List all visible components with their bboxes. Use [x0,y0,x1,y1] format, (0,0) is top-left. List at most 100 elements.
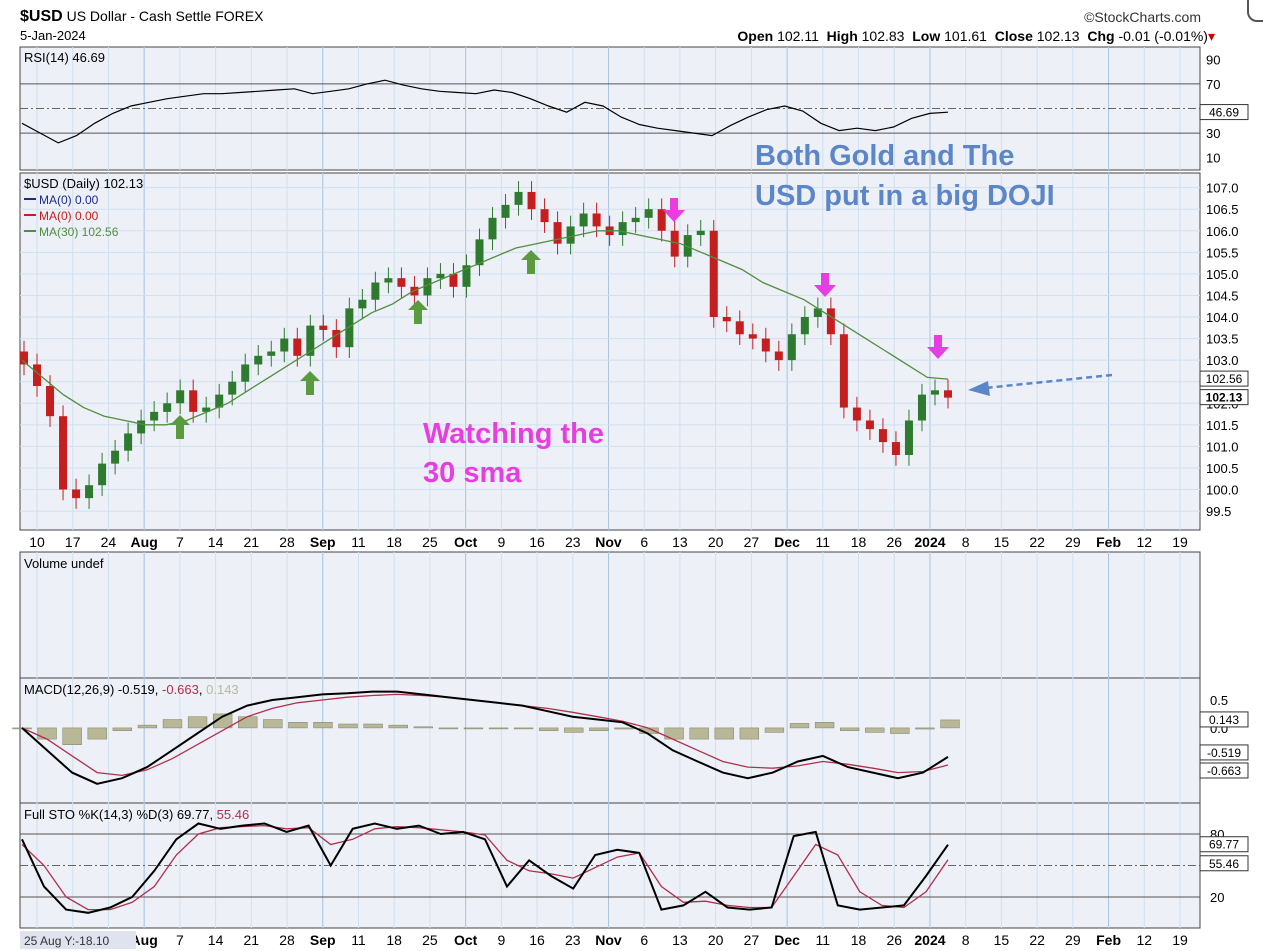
macd-histogram-bar [564,727,584,733]
price-y-tick: 103.5 [1206,332,1239,347]
candle-body [501,204,510,218]
chg-value: -0.01 (-0.01%) [1118,28,1208,44]
x-tick-label-bottom: 11 [816,932,831,948]
macd-histogram-bar [87,727,107,740]
candle-body [319,325,328,330]
macd-histogram-bar [614,727,634,730]
candle-body [189,390,198,412]
x-tick-label: 11 [351,534,366,550]
x-tick-label: 24 [101,534,117,550]
candle-body [423,278,432,296]
legend-entry: MA(0) 0.00 [39,193,99,207]
sto-title-part: 55.46 [217,807,250,822]
window-corner [1247,0,1263,22]
macd-title-part: -0.663 [162,682,199,697]
annotation-doji-line1: Both Gold and The [755,140,1014,172]
high-value: 102.83 [861,28,905,44]
x-tick-label: 28 [279,534,295,550]
x-tick-label: Feb [1096,534,1121,550]
macd-tag-box [1199,744,1249,761]
blue-arrowhead-icon [968,381,990,396]
x-tick-label: 22 [1029,534,1045,550]
candle-body [124,433,133,451]
x-tick-label: 20 [708,534,724,550]
legend-entry: MA(30) 102.56 [39,225,119,239]
macd-title: MACD(12,26,9) -0.519, -0.663, 0.143 [24,682,239,697]
macd-histogram-bar [940,719,960,729]
macd-histogram-bar [739,727,760,740]
rsi-y-tick: 30 [1206,126,1220,141]
candle-body [592,213,601,227]
x-tick-label-bottom: Oct [454,932,478,948]
candle-body [839,334,848,408]
x-tick-label-bottom: 25 [422,932,438,948]
price-y-tick: 100.5 [1206,461,1239,476]
brand-watermark: ©StockCharts.com [1084,9,1201,25]
x-tick-label: Oct [454,534,478,550]
x-tick-label: 21 [244,534,260,550]
macd-histogram-bar [212,713,233,729]
x-tick-label-bottom: 20 [708,932,724,948]
instrument-name: US Dollar - Cash Settle [66,8,212,24]
rsi-current-tag-box [1199,104,1249,121]
candle-body [98,463,107,486]
magenta-down-arrow-icon [663,198,685,222]
candle-body [917,394,926,421]
x-tick-label-bottom: 18 [851,932,867,948]
candle-body [20,351,28,365]
macd-histogram-bar [789,723,810,729]
rsi-title: RSI(14) 46.69 [24,50,105,65]
rsi-y-tick: 10 [1206,151,1220,166]
annotation-doji-line2: USD put in a big DOJI [755,180,1055,212]
candle-body [657,209,666,231]
x-tick-label-bottom: Aug [131,932,158,948]
x-tick-label: 17 [65,534,81,550]
sto-k-tag-box [1199,836,1249,853]
macd-histogram-bar [313,722,333,729]
candle-body [436,273,445,279]
macd-histogram-bar [338,723,358,729]
candle-body [774,351,783,361]
macd-hist-tag-box [1199,711,1249,728]
x-tick-label: 19 [1172,534,1188,550]
candle-body [683,235,692,257]
x-tick-label: 12 [1136,534,1152,550]
candle-body [787,334,796,361]
x-tick-label-bottom: 29 [1065,932,1081,948]
macd-histogram-bar [363,723,383,729]
macd-histogram-bar [814,722,835,729]
price-title: $USD (Daily) 102.13 [24,176,143,191]
candle-body [800,317,809,335]
macd-histogram-bar [263,719,283,729]
x-tick-label: 2024 [914,534,945,550]
candle-body [176,390,185,404]
candle-body [46,386,55,417]
price-y-tick: 101.5 [1206,418,1239,433]
candle-body [202,407,211,412]
candle-body [761,338,770,352]
candle-body [696,230,705,236]
x-tick-label: 14 [208,534,224,550]
magenta-down-arrow-icon [927,335,949,359]
green-up-arrow-icon [300,371,320,395]
x-tick-label-bottom: 8 [962,932,970,948]
candle-body [748,334,757,339]
candle-body [540,209,549,223]
macd-histogram-bar [589,727,609,731]
macd-histogram-bar [37,727,57,740]
candle-body [462,265,471,287]
close-value: 102.13 [1036,28,1080,44]
candle-body [215,394,224,408]
x-tick-label-bottom: 9 [497,932,505,948]
x-tick-label: 6 [640,534,648,550]
candle-body [150,411,159,421]
candle-body [566,226,575,244]
candle-body [670,230,679,257]
macd-histogram-bar [840,727,860,731]
x-tick-label-bottom: 16 [529,932,545,948]
sto-k-tag: 69.77 [1209,838,1239,852]
x-tick-label-bottom: 14 [208,932,224,948]
x-tick-label: Aug [131,534,158,550]
x-tick-label-bottom: 28 [279,932,295,948]
panel-macd [19,677,1201,804]
